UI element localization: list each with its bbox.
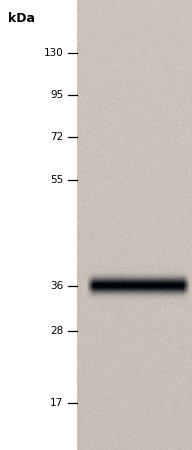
Text: 55: 55: [50, 175, 63, 185]
Text: 36: 36: [50, 281, 63, 291]
Text: 72: 72: [50, 132, 63, 142]
Text: 130: 130: [44, 48, 63, 58]
Text: kDa: kDa: [8, 13, 35, 25]
Text: 95: 95: [50, 90, 63, 99]
Text: 17: 17: [50, 398, 63, 408]
Text: 28: 28: [50, 326, 63, 336]
